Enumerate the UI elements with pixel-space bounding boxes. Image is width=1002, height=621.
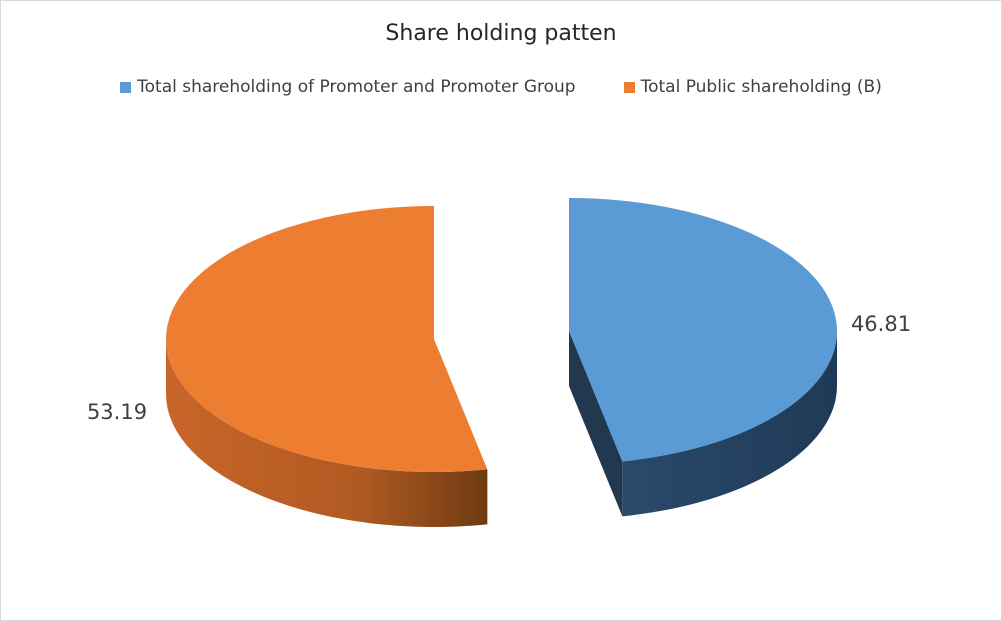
data-label-public: 53.19 <box>87 400 147 424</box>
legend-item-promoter: Total shareholding of Promoter and Promo… <box>120 77 576 97</box>
slice-top-promoter <box>569 198 837 462</box>
legend-item-public: Total Public shareholding (B) <box>623 77 882 97</box>
legend-swatch-promoter <box>120 81 132 93</box>
legend-swatch-public <box>623 81 635 93</box>
data-label-promoter: 46.81 <box>851 312 911 336</box>
legend-label-promoter: Total shareholding of Promoter and Promo… <box>137 77 576 97</box>
slice-side-public <box>166 339 488 528</box>
slice-top-public <box>165 206 488 473</box>
slice-face-promoter <box>569 331 623 517</box>
legend-label-public: Total Public shareholding (B) <box>640 77 882 97</box>
chart-title: Share holding patten <box>385 21 617 46</box>
legend: Total shareholding of Promoter and Promo… <box>1 77 1001 97</box>
slice-side-promoter <box>622 331 837 517</box>
